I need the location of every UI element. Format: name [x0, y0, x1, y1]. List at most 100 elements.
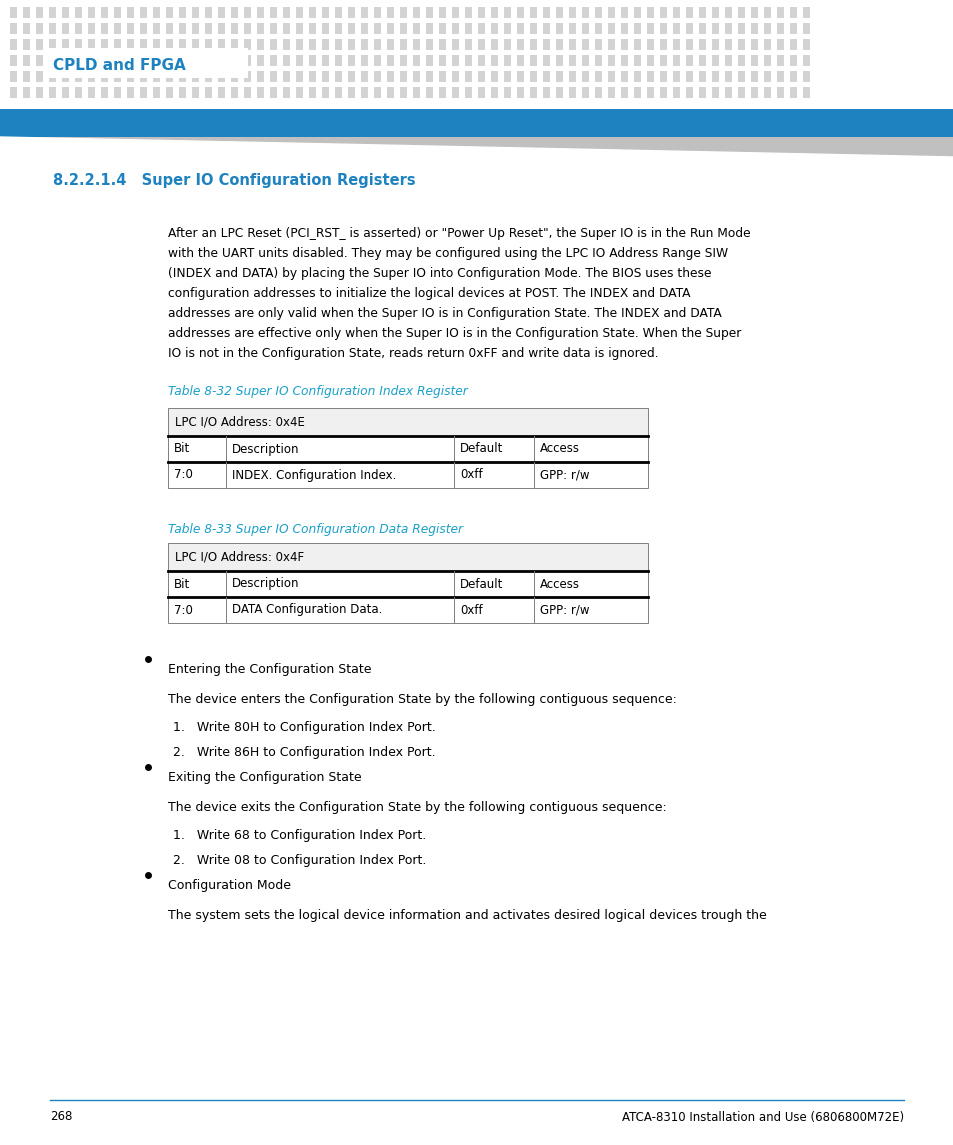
Text: ATCA-8310 Installation and Use (6806800M72E): ATCA-8310 Installation and Use (6806800M…: [621, 1111, 903, 1123]
Bar: [309, 87, 315, 98]
Bar: [152, 55, 160, 66]
Bar: [101, 7, 108, 18]
Bar: [283, 7, 290, 18]
Bar: [283, 39, 290, 50]
Text: GPP: r/w: GPP: r/w: [539, 468, 589, 482]
Bar: [152, 23, 160, 34]
Text: IO is not in the Configuration State, reads return 0xFF and write data is ignore: IO is not in the Configuration State, re…: [168, 347, 658, 360]
Bar: [387, 23, 394, 34]
Bar: [568, 87, 576, 98]
Bar: [477, 55, 484, 66]
Bar: [699, 87, 705, 98]
Bar: [152, 39, 160, 50]
Bar: [530, 7, 537, 18]
Bar: [75, 71, 82, 82]
Bar: [699, 71, 705, 82]
Bar: [192, 87, 199, 98]
Bar: [140, 87, 147, 98]
Bar: [503, 71, 511, 82]
Bar: [309, 71, 315, 82]
Bar: [517, 7, 523, 18]
Bar: [88, 55, 95, 66]
Bar: [360, 71, 368, 82]
Text: (INDEX and DATA) by placing the Super IO into Configuration Mode. The BIOS uses : (INDEX and DATA) by placing the Super IO…: [168, 267, 711, 281]
Bar: [62, 55, 69, 66]
Bar: [685, 7, 692, 18]
Bar: [738, 71, 744, 82]
Bar: [179, 87, 186, 98]
Bar: [556, 87, 562, 98]
Bar: [152, 71, 160, 82]
Bar: [335, 7, 341, 18]
Bar: [530, 39, 537, 50]
Bar: [270, 7, 276, 18]
Bar: [10, 7, 17, 18]
Bar: [360, 87, 368, 98]
Bar: [750, 39, 758, 50]
Bar: [283, 71, 290, 82]
Bar: [140, 71, 147, 82]
Bar: [542, 55, 550, 66]
Bar: [360, 55, 368, 66]
Bar: [763, 39, 770, 50]
Bar: [231, 55, 237, 66]
Text: 7:0: 7:0: [173, 468, 193, 482]
Bar: [127, 7, 133, 18]
Bar: [646, 55, 654, 66]
Text: 7:0: 7:0: [173, 603, 193, 616]
Bar: [10, 87, 17, 98]
Bar: [802, 55, 809, 66]
Bar: [0, 109, 953, 137]
Bar: [711, 87, 719, 98]
Bar: [127, 87, 133, 98]
Bar: [568, 23, 576, 34]
Bar: [491, 87, 497, 98]
Bar: [738, 55, 744, 66]
Text: 1.   Write 80H to Configuration Index Port.: 1. Write 80H to Configuration Index Port…: [172, 721, 436, 734]
Bar: [23, 39, 30, 50]
Bar: [413, 39, 419, 50]
Bar: [724, 71, 731, 82]
Text: 2.   Write 86H to Configuration Index Port.: 2. Write 86H to Configuration Index Port…: [172, 747, 436, 759]
Text: After an LPC Reset (PCI_RST_ is asserted) or "Power Up Reset", the Super IO is i: After an LPC Reset (PCI_RST_ is asserted…: [168, 227, 750, 240]
Text: GPP: r/w: GPP: r/w: [539, 603, 589, 616]
Bar: [646, 87, 654, 98]
Bar: [62, 7, 69, 18]
Text: Table 8-32 Super IO Configuration Index Register: Table 8-32 Super IO Configuration Index …: [168, 385, 467, 398]
Bar: [127, 23, 133, 34]
Text: Bit: Bit: [173, 442, 190, 456]
Text: 268: 268: [50, 1111, 72, 1123]
Bar: [127, 55, 133, 66]
Bar: [283, 23, 290, 34]
Bar: [438, 55, 446, 66]
Bar: [322, 55, 329, 66]
Bar: [36, 71, 43, 82]
Bar: [166, 71, 172, 82]
Bar: [295, 71, 303, 82]
Bar: [75, 7, 82, 18]
Bar: [776, 87, 783, 98]
Bar: [438, 39, 446, 50]
Bar: [620, 23, 627, 34]
Text: Default: Default: [459, 577, 503, 591]
Text: Default: Default: [459, 442, 503, 456]
Bar: [101, 55, 108, 66]
Bar: [218, 55, 225, 66]
Bar: [659, 39, 666, 50]
Bar: [581, 71, 588, 82]
Bar: [256, 71, 264, 82]
Bar: [36, 55, 43, 66]
Bar: [607, 39, 615, 50]
Bar: [244, 7, 251, 18]
Bar: [168, 436, 647, 461]
Bar: [542, 7, 550, 18]
Bar: [152, 87, 160, 98]
Text: configuration addresses to initialize the logical devices at POST. The INDEX and: configuration addresses to initialize th…: [168, 287, 690, 300]
Bar: [322, 71, 329, 82]
Text: Description: Description: [232, 577, 299, 591]
Text: with the UART units disabled. They may be configured using the LPC IO Address Ra: with the UART units disabled. They may b…: [168, 247, 727, 260]
Text: LPC I/O Address: 0x4F: LPC I/O Address: 0x4F: [174, 551, 304, 563]
Bar: [256, 39, 264, 50]
Bar: [738, 87, 744, 98]
Bar: [256, 87, 264, 98]
